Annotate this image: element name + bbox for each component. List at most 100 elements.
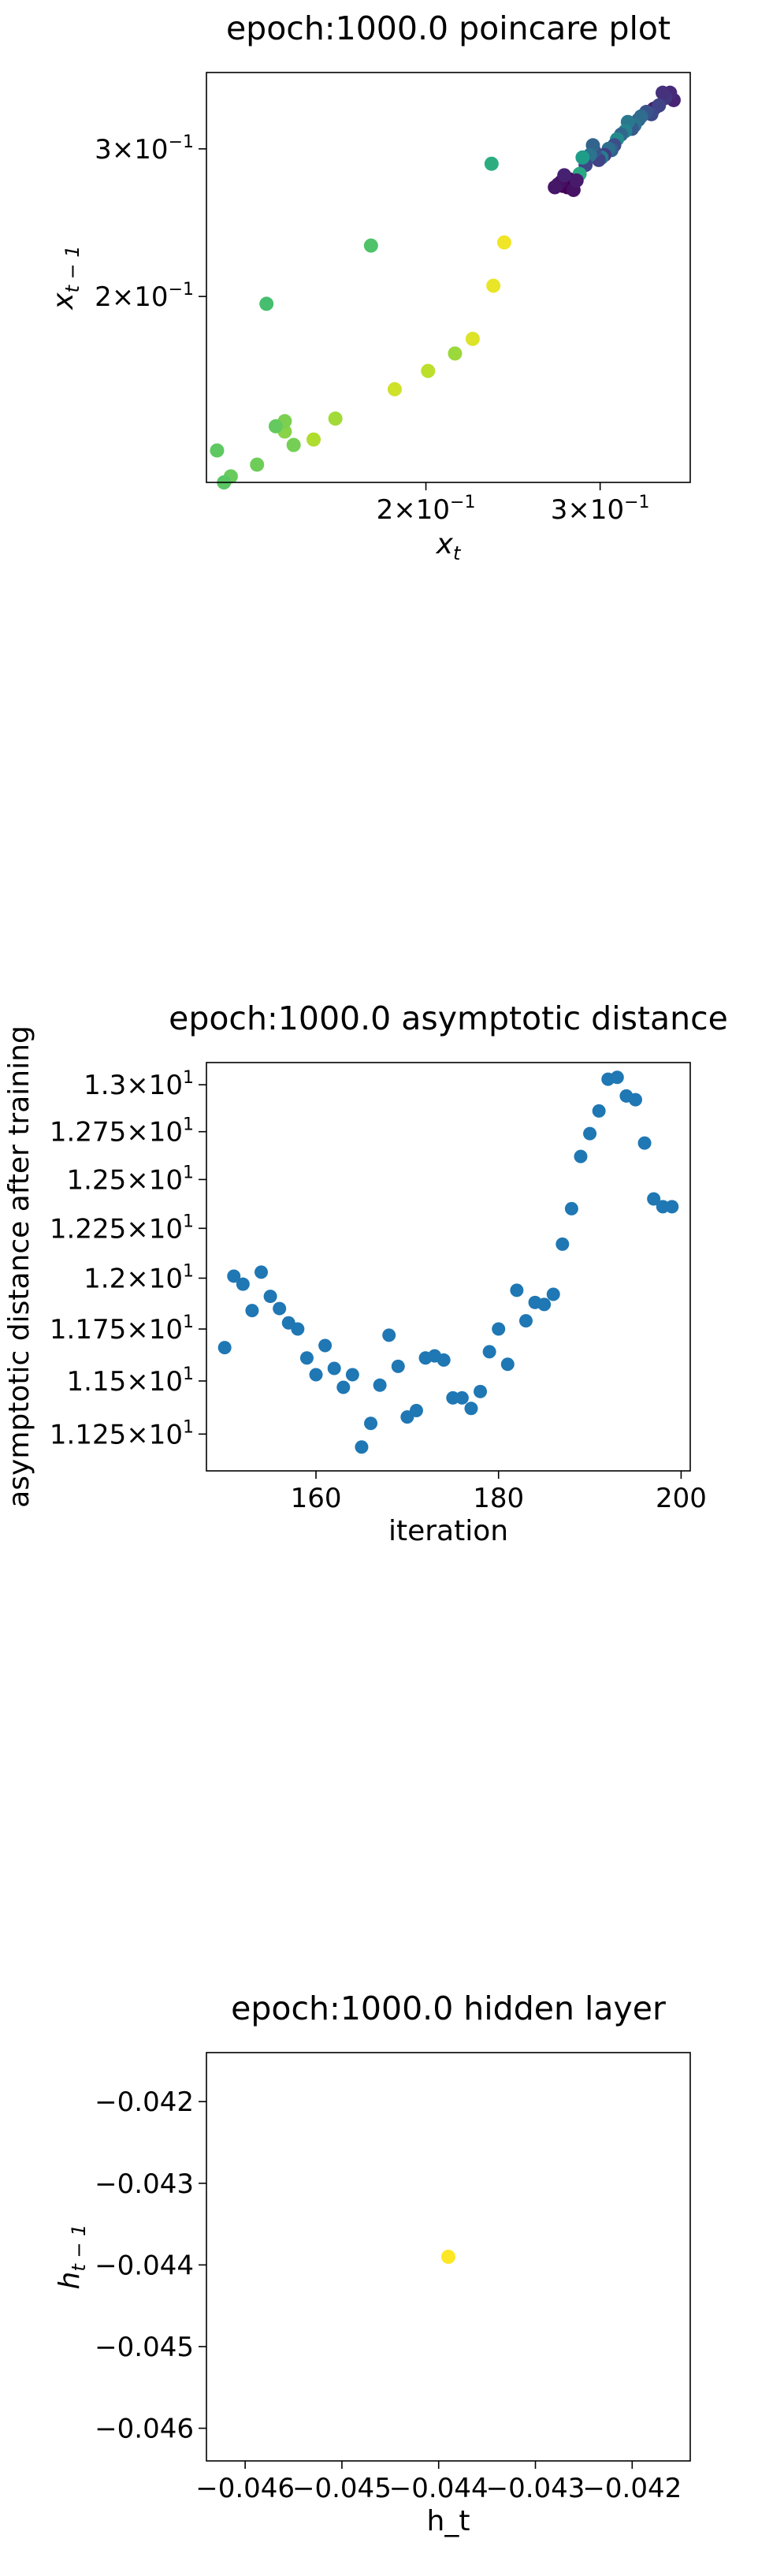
y-tick-label-exponent: −1	[169, 280, 194, 300]
data-point	[647, 1192, 661, 1206]
y-tick-label: −0.044	[95, 2250, 194, 2281]
y-tick-label: 1.275×101	[50, 1115, 194, 1148]
y-tick-label: −0.046	[95, 2414, 194, 2445]
x-tick-label: 3×10−1	[551, 493, 650, 526]
data-point	[307, 432, 321, 447]
plot-frame	[206, 1062, 691, 1472]
data-point	[210, 443, 225, 458]
x-axis-label: iteration	[388, 1515, 508, 1547]
y-tick-label: 1.25×101	[67, 1163, 194, 1196]
data-point	[255, 1265, 269, 1279]
plot-frame	[206, 72, 691, 483]
y-tick-label: −0.042	[95, 2086, 194, 2118]
data-point	[492, 1322, 506, 1336]
data-point	[355, 1440, 369, 1454]
chart-title: epoch:1000.0 hidden layer	[231, 1990, 666, 2027]
y-axis-label-subscript: t − 1	[68, 2224, 90, 2272]
data-point	[637, 1136, 652, 1150]
data-point	[537, 1297, 552, 1312]
x-axis: 2×10−1 3×10−1	[377, 482, 650, 526]
y-tick-label-exponent: 1	[183, 1115, 194, 1135]
x-tick-label: −0.046	[195, 2473, 295, 2504]
data-point	[548, 180, 563, 195]
x-tick-label: −0.045	[292, 2473, 392, 2504]
data-point	[665, 1200, 679, 1214]
y-tick-label-exponent: 1	[183, 1364, 194, 1384]
x-tick-label: 160	[291, 1483, 342, 1514]
data-point	[486, 278, 501, 293]
y-tick-label-exponent: 1	[183, 1262, 194, 1282]
y-tick-label-exponent: 1	[183, 1312, 194, 1332]
data-point	[364, 1416, 378, 1431]
x-axis-label-base: x	[436, 528, 454, 560]
y-tick-label-mantissa: 1.125×10	[50, 1419, 183, 1450]
y-axis-label-subscript: t − 1	[61, 245, 84, 292]
x-tick-label: 2×10−1	[377, 493, 476, 526]
data-point	[575, 150, 590, 165]
y-axis-label-base: h	[54, 2272, 86, 2290]
y-axis-label: asymptotic distance after training	[3, 1026, 35, 1508]
markers	[210, 85, 681, 490]
data-point	[217, 1341, 232, 1355]
y-axis: 1.125×1011.15×1011.175×1011.2×1011.225×1…	[50, 1068, 206, 1450]
y-tick-label-mantissa: 1.2×10	[84, 1264, 183, 1295]
y-tick-label: 3×10−1	[95, 132, 194, 166]
chart-hidden: epoch:1000.0 hidden layer−0.046−0.045−0.…	[54, 1990, 691, 2537]
data-point	[482, 1345, 496, 1359]
data-point	[409, 1404, 423, 1418]
y-tick-label-mantissa: 1.25×10	[67, 1164, 183, 1196]
y-tick-label-exponent: 1	[183, 1417, 194, 1437]
y-tick-label: 1.225×101	[50, 1212, 194, 1245]
y-tick-label-mantissa: 1.275×10	[50, 1117, 183, 1148]
data-point	[583, 1126, 597, 1141]
data-point	[299, 1351, 314, 1365]
y-tick-label: −0.043	[95, 2168, 194, 2200]
data-point	[328, 411, 343, 426]
x-tick-label: 180	[473, 1483, 524, 1514]
markers	[217, 1070, 679, 1454]
data-point	[391, 1359, 405, 1373]
y-axis: −0.046 −0.045 −0.044 −0.043 −0.042	[95, 2086, 206, 2445]
data-point	[437, 1353, 451, 1367]
x-tick-label: −0.044	[389, 2473, 489, 2504]
data-point	[373, 1378, 387, 1392]
data-point	[496, 235, 511, 250]
y-tick-label: 2×10−1	[95, 280, 194, 313]
data-point	[610, 1070, 624, 1085]
y-tick-label-mantissa: 1.175×10	[50, 1314, 183, 1346]
y-tick-label-exponent: −1	[169, 132, 194, 152]
y-tick-label: 1.125×101	[50, 1417, 194, 1450]
y-tick-label: −0.045	[95, 2332, 194, 2363]
data-point	[518, 1314, 533, 1328]
x-tick-label-mantissa: 3×10	[551, 494, 624, 526]
data-point	[263, 1290, 277, 1304]
data-point	[441, 2250, 455, 2264]
data-point	[227, 1269, 241, 1283]
data-point	[345, 1368, 359, 1382]
data-point	[250, 457, 265, 472]
data-point	[557, 168, 572, 183]
y-tick-label-exponent: 1	[183, 1163, 194, 1182]
y-tick-label-mantissa: 1.15×10	[67, 1366, 183, 1398]
y-axis-label-base: x	[47, 292, 80, 311]
y-axis: 2×10−13×10−1	[95, 132, 206, 313]
y-tick-label-mantissa: 3×10	[95, 134, 168, 166]
data-point	[500, 1357, 515, 1372]
data-point	[318, 1338, 333, 1353]
data-point	[448, 346, 463, 361]
data-point	[574, 1149, 588, 1163]
y-tick-label: 1.2×101	[84, 1262, 194, 1295]
data-point	[656, 85, 671, 100]
data-point	[555, 1237, 570, 1251]
y-axis-label: xt − 1	[47, 245, 84, 310]
data-point	[387, 382, 402, 396]
y-tick-label-exponent: 1	[183, 1068, 194, 1088]
data-point	[455, 1390, 469, 1405]
y-tick-label-mantissa: 2×10	[95, 281, 168, 313]
x-axis-label: xt	[436, 528, 462, 564]
y-tick-label-exponent: 1	[183, 1212, 194, 1231]
